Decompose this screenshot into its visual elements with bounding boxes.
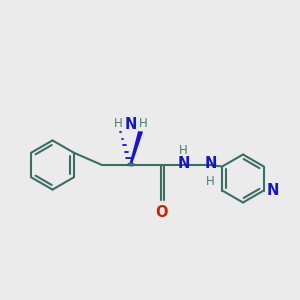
Text: H: H: [114, 117, 123, 130]
Text: O: O: [156, 205, 168, 220]
Polygon shape: [130, 132, 142, 165]
Text: N: N: [266, 183, 279, 198]
Text: H: H: [138, 117, 147, 130]
Text: N: N: [178, 156, 190, 171]
Text: H: H: [206, 175, 215, 188]
Text: N: N: [124, 117, 137, 132]
Text: H: H: [178, 144, 188, 157]
Text: N: N: [204, 156, 217, 171]
